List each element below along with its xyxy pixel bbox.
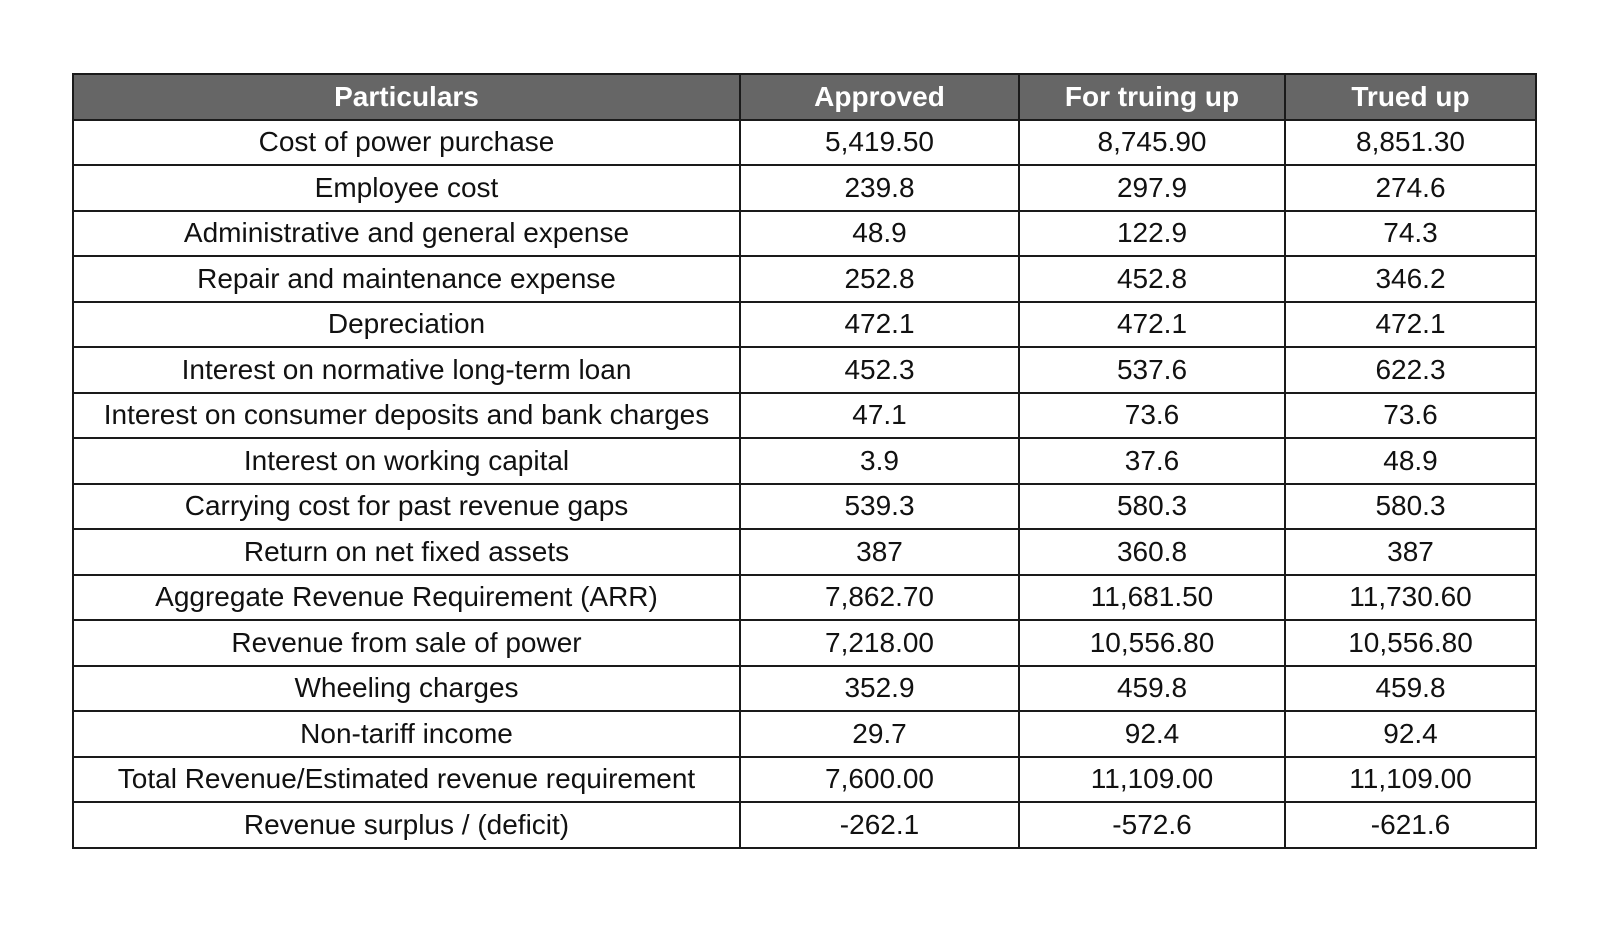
- particulars-cell: Administrative and general expense: [72, 209, 741, 257]
- table-row: Aggregate Revenue Requirement (ARR) 7,862…: [72, 573, 1537, 621]
- trued-up-cell: 74.3: [1284, 209, 1537, 257]
- trued-up-cell: 622.3: [1284, 346, 1537, 394]
- approved-cell: 452.3: [739, 346, 1020, 394]
- for-truing-up-cell: 360.8: [1018, 528, 1286, 576]
- table-row: Revenue from sale of power 7,218.00 10,556…: [72, 619, 1537, 667]
- table-row: Total Revenue/Estimated revenue requirem…: [72, 755, 1537, 803]
- for-truing-up-cell: 11,109.00: [1018, 755, 1286, 803]
- for-truing-up-cell: 472.1: [1018, 300, 1286, 348]
- particulars-cell: Non-tariff income: [72, 710, 741, 758]
- particulars-cell: Repair and maintenance expense: [72, 255, 741, 303]
- for-truing-up-cell: 37.6: [1018, 437, 1286, 485]
- financial-table-container: Particulars Approved For truing up Trued…: [72, 73, 1537, 849]
- trued-up-cell: 274.6: [1284, 164, 1537, 212]
- particulars-cell: Carrying cost for past revenue gaps: [72, 482, 741, 530]
- for-truing-up-cell: 73.6: [1018, 391, 1286, 439]
- approved-cell: 539.3: [739, 482, 1020, 530]
- trued-up-cell: 10,556.80: [1284, 619, 1537, 667]
- particulars-cell: Revenue surplus / (deficit): [72, 801, 741, 849]
- particulars-cell: Return on net fixed assets: [72, 528, 741, 576]
- financial-table: Particulars Approved For truing up Trued…: [72, 73, 1537, 849]
- header-row: Particulars Approved For truing up Trued…: [72, 73, 1537, 121]
- for-truing-up-cell: 580.3: [1018, 482, 1286, 530]
- particulars-cell: Revenue from sale of power: [72, 619, 741, 667]
- trued-up-cell: 472.1: [1284, 300, 1537, 348]
- trued-up-cell: 8,851.30: [1284, 118, 1537, 166]
- approved-cell: 3.9: [739, 437, 1020, 485]
- table-row: Cost of power purchase 5,419.50 8,745.90 8,…: [72, 118, 1537, 166]
- table-header: Particulars Approved For truing up Trued…: [72, 73, 1537, 121]
- header-particulars: Particulars: [72, 73, 741, 121]
- header-for-truing-up: For truing up: [1018, 73, 1286, 121]
- table-row: Revenue surplus / (deficit) -262.1 -572.6-…: [72, 801, 1537, 849]
- particulars-cell: Total Revenue/Estimated revenue requirem…: [72, 755, 741, 803]
- table-row: Employee cost 239.8 297.9 274.6: [72, 164, 1537, 212]
- approved-cell: 239.8: [739, 164, 1020, 212]
- trued-up-cell: 11,109.00: [1284, 755, 1537, 803]
- trued-up-cell: -621.6: [1284, 801, 1537, 849]
- trued-up-cell: 580.3: [1284, 482, 1537, 530]
- for-truing-up-cell: 92.4: [1018, 710, 1286, 758]
- for-truing-up-cell: -572.6: [1018, 801, 1286, 849]
- for-truing-up-cell: 11,681.50: [1018, 573, 1286, 621]
- approved-cell: 7,218.00: [739, 619, 1020, 667]
- particulars-cell: Aggregate Revenue Requirement (ARR): [72, 573, 741, 621]
- table-row: Interest on consumer deposits and bank c…: [72, 391, 1537, 439]
- for-truing-up-cell: 10,556.80: [1018, 619, 1286, 667]
- header-trued-up: Trued up: [1284, 73, 1537, 121]
- particulars-cell: Interest on working capital: [72, 437, 741, 485]
- for-truing-up-cell: 452.8: [1018, 255, 1286, 303]
- approved-cell: 387: [739, 528, 1020, 576]
- trued-up-cell: 459.8: [1284, 664, 1537, 712]
- particulars-cell: Depreciation: [72, 300, 741, 348]
- approved-cell: 252.8: [739, 255, 1020, 303]
- approved-cell: -262.1: [739, 801, 1020, 849]
- for-truing-up-cell: 297.9: [1018, 164, 1286, 212]
- approved-cell: 29.7: [739, 710, 1020, 758]
- trued-up-cell: 48.9: [1284, 437, 1537, 485]
- particulars-cell: Interest on normative long-term loan: [72, 346, 741, 394]
- trued-up-cell: 73.6: [1284, 391, 1537, 439]
- table-row: Wheeling charges 352.9 459.8 459.8: [72, 664, 1537, 712]
- table-row: Interest on working capital 3.9 37.6 48.9: [72, 437, 1537, 485]
- table-row: Carrying cost for past revenue gaps 539.3…: [72, 482, 1537, 530]
- approved-cell: 7,862.70: [739, 573, 1020, 621]
- table-row: Interest on normative long-term loan 452.…: [72, 346, 1537, 394]
- approved-cell: 5,419.50: [739, 118, 1020, 166]
- table-row: Non-tariff income 29.7 92.4 92.4: [72, 710, 1537, 758]
- particulars-cell: Interest on consumer deposits and bank c…: [72, 391, 741, 439]
- table-row: Depreciation 472.1 472.1 472.1: [72, 300, 1537, 348]
- approved-cell: 472.1: [739, 300, 1020, 348]
- approved-cell: 48.9: [739, 209, 1020, 257]
- table-row: Administrative and general expense 48.9 12…: [72, 209, 1537, 257]
- trued-up-cell: 11,730.60: [1284, 573, 1537, 621]
- approved-cell: 7,600.00: [739, 755, 1020, 803]
- trued-up-cell: 92.4: [1284, 710, 1537, 758]
- for-truing-up-cell: 8,745.90: [1018, 118, 1286, 166]
- particulars-cell: Cost of power purchase: [72, 118, 741, 166]
- approved-cell: 352.9: [739, 664, 1020, 712]
- table-body: Cost of power purchase 5,419.50 8,745.90 8,…: [72, 118, 1537, 849]
- trued-up-cell: 387: [1284, 528, 1537, 576]
- for-truing-up-cell: 537.6: [1018, 346, 1286, 394]
- approved-cell: 47.1: [739, 391, 1020, 439]
- table-row: Repair and maintenance expense 252.8 452.8…: [72, 255, 1537, 303]
- header-approved: Approved: [739, 73, 1020, 121]
- trued-up-cell: 346.2: [1284, 255, 1537, 303]
- table-row: Return on net fixed assets 387 360.8 387: [72, 528, 1537, 576]
- for-truing-up-cell: 459.8: [1018, 664, 1286, 712]
- particulars-cell: Wheeling charges: [72, 664, 741, 712]
- for-truing-up-cell: 122.9: [1018, 209, 1286, 257]
- particulars-cell: Employee cost: [72, 164, 741, 212]
